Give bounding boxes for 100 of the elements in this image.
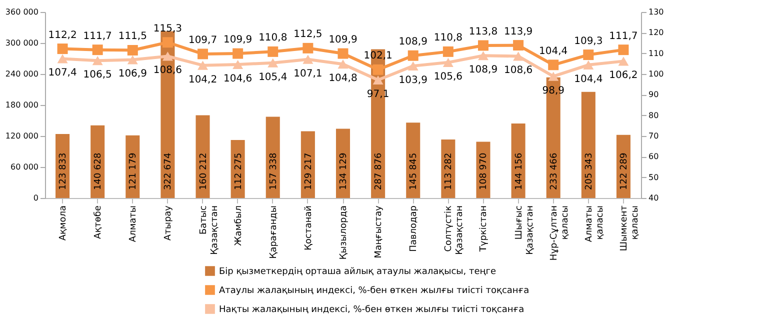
data-label: 104,8 <box>328 73 358 84</box>
y-tick-label: 60 000 <box>10 162 38 172</box>
data-label: 144 156 <box>514 152 524 190</box>
point <box>338 60 348 69</box>
data-label: 121 179 <box>128 152 139 190</box>
data-label: 145 845 <box>409 152 420 190</box>
point <box>198 60 208 70</box>
data-label: 104,2 <box>188 74 218 86</box>
data-label: 108 970 <box>479 152 490 190</box>
legend-label: Нақты жалақының индексі, %-бен өткен жылғы тиісті тоқсанға <box>219 305 524 315</box>
y-tick-label: 180 000 <box>5 100 38 110</box>
data-label: 106,9 <box>118 68 147 80</box>
data-label: 105,4 <box>258 72 288 83</box>
point <box>338 48 348 59</box>
point <box>232 60 244 70</box>
data-label: 111,5 <box>118 31 147 42</box>
data-label: 107,4 <box>48 68 77 79</box>
x-tick-label: Солтүстік Қазақстан <box>444 204 466 255</box>
data-label: 108,6 <box>504 65 533 76</box>
point <box>162 52 173 61</box>
x-tick-label: Шығыс Қазақстан <box>514 205 536 255</box>
point <box>92 44 103 56</box>
data-label: 109,7 <box>188 34 218 46</box>
x-tick-label: Павлодар <box>409 205 420 252</box>
data-label: 108,9 <box>398 36 428 48</box>
y2-tick-label: 110 <box>648 48 664 58</box>
y2-tick-label: 90 <box>648 90 659 100</box>
y2-tick-label: 100 <box>648 70 664 78</box>
point <box>127 44 138 56</box>
point <box>583 50 594 60</box>
point <box>57 54 68 64</box>
data-label: 134 129 <box>339 152 349 190</box>
data-label: 112 275 <box>234 152 244 190</box>
x-tick-label: Жамбыл <box>234 206 244 246</box>
data-label: 103,9 <box>398 74 428 86</box>
data-label: 109,9 <box>224 34 252 46</box>
point <box>372 75 384 85</box>
data-label: 106,2 <box>609 70 638 82</box>
x-tick-label: Маңғыстау <box>374 204 384 258</box>
data-label: 111,7 <box>609 30 638 42</box>
data-label: 129 217 <box>304 152 314 190</box>
x-tick-label: Ақтөбе <box>94 205 104 239</box>
y2-tick-label: 50 <box>648 172 659 182</box>
point <box>57 44 68 54</box>
point <box>162 37 173 48</box>
bar <box>511 124 526 198</box>
data-label: 123 833 <box>58 152 69 190</box>
bar <box>581 92 596 198</box>
y2-tick-label: 70 <box>648 132 659 140</box>
point <box>232 48 244 59</box>
data-label: 109,9 <box>328 34 358 46</box>
data-label: 112,2 <box>48 30 77 41</box>
point <box>127 55 138 64</box>
data-label: 111,7 <box>83 30 112 42</box>
y2-tick-label: 80 <box>648 110 659 120</box>
point <box>372 64 384 75</box>
data-label: 106,5 <box>83 70 112 81</box>
point <box>513 40 524 51</box>
data-label: 104,4 <box>574 74 603 85</box>
x-tick-label: Атырау <box>164 204 174 241</box>
data-label: 109,3 <box>574 36 603 47</box>
point <box>548 72 559 81</box>
x-tick-label: Қостанай <box>304 205 314 250</box>
point <box>618 44 629 56</box>
x-tick-label: Қарағанды <box>268 206 279 259</box>
data-label: 140 628 <box>94 152 104 190</box>
point <box>442 58 454 67</box>
y-tick-label: 300 000 <box>5 38 38 48</box>
y-tick-label: 120 000 <box>5 132 38 140</box>
data-label: 287 876 <box>374 152 384 190</box>
point <box>302 54 314 64</box>
data-label: 113,8 <box>468 26 498 38</box>
point <box>618 56 629 66</box>
data-label: 110,8 <box>258 32 288 44</box>
data-label: 105,6 <box>434 71 462 82</box>
data-label: 107,1 <box>294 68 322 80</box>
point <box>302 42 314 54</box>
x-tick-label: Батыс Қазақстан <box>198 205 220 255</box>
point <box>92 56 103 66</box>
legend-label: Атаулы жалақының индексі, %-бен өткен жылғы тиісті тоқсанға <box>219 286 530 296</box>
data-label: 104,4 <box>539 46 568 57</box>
point <box>198 48 208 60</box>
data-label: 104,6 <box>224 73 252 84</box>
data-label: 112,5 <box>294 29 322 40</box>
point <box>408 50 418 61</box>
data-label: 233 466 <box>549 152 560 190</box>
y2-tick-label: 120 <box>648 28 664 38</box>
data-label: 108,9 <box>468 64 498 76</box>
point <box>268 58 278 68</box>
y2-tick-label: 130 <box>648 8 664 16</box>
x-tick-label: Ақмола <box>58 206 69 241</box>
bar <box>196 115 210 198</box>
data-label: 110,8 <box>434 32 462 44</box>
point <box>268 46 278 57</box>
y2-tick-label: 40 <box>648 194 659 202</box>
x-tick-label: Нұр-Сұлтан қаласы <box>549 205 570 261</box>
y2-tick-label: 60 <box>648 152 659 162</box>
bar <box>266 116 280 198</box>
bar <box>406 122 420 198</box>
x-tick-label: Алматы <box>128 206 139 242</box>
